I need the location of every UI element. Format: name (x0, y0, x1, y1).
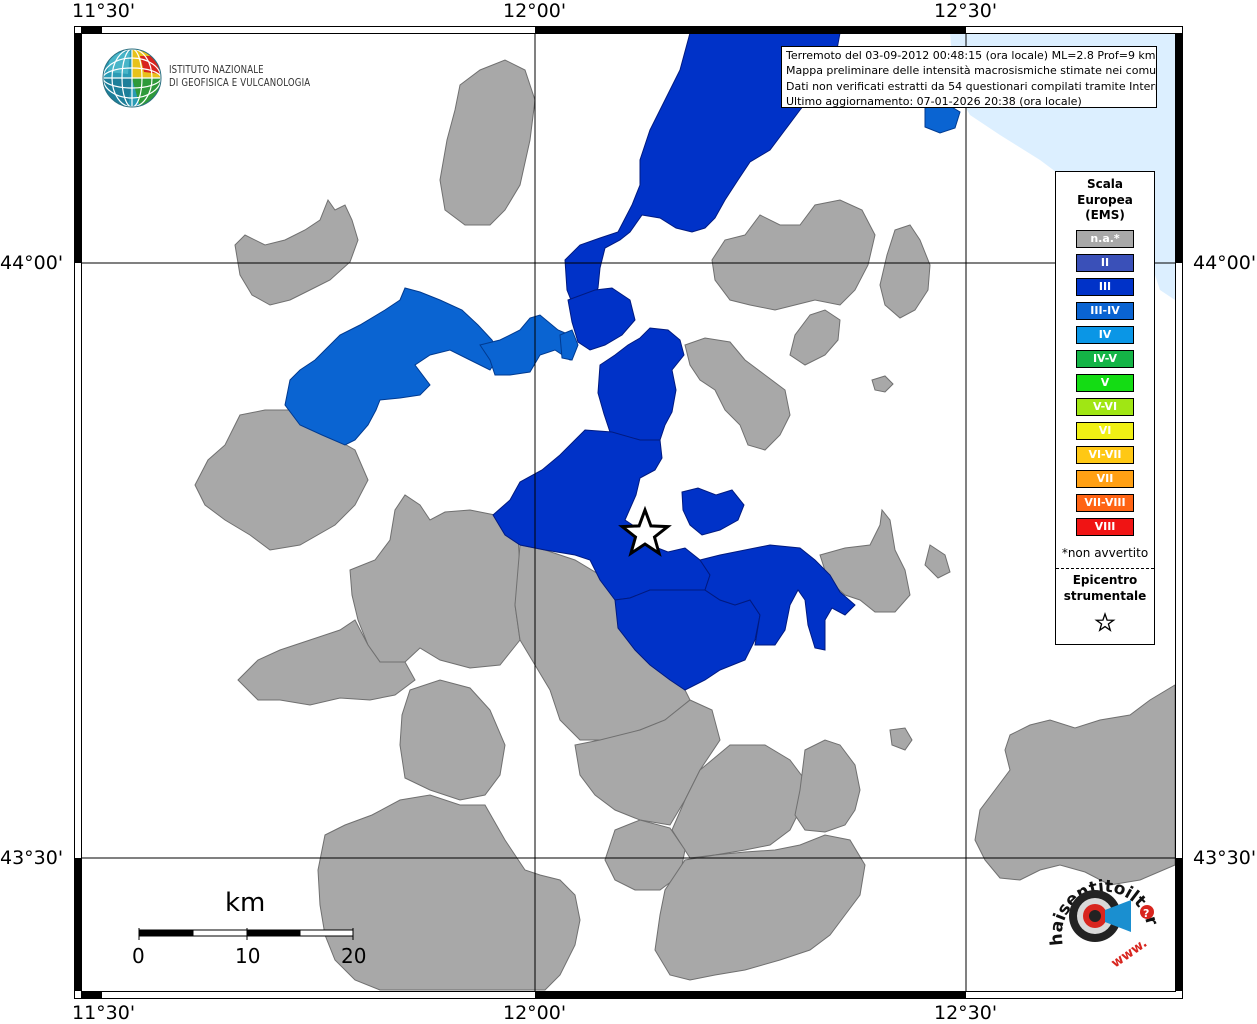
municipality-iii-iv (284, 287, 501, 446)
municipality-iii (567, 287, 636, 351)
event-info-line3: Dati non verificati estratti da 54 quest… (786, 79, 1157, 93)
lat-label-right-2: 43°30' (1193, 847, 1257, 869)
legend-swatch: VII-VIII (1076, 494, 1134, 512)
lon-label-bottom-1: 11°30' (72, 1002, 136, 1024)
legend-title-line3: (EMS) (1085, 208, 1125, 222)
ems-legend: Scala Europea (EMS) n.a.* II III III-IV IV IV… (1055, 171, 1155, 645)
legend-note: *non avvertito (1061, 546, 1149, 560)
lon-label-top-2: 12°00' (503, 0, 567, 22)
megaphone-icon (1105, 900, 1131, 932)
municipality-na (399, 679, 506, 801)
event-info-box: Terremoto del 03-09-2012 00:48:15 (ora l… (781, 46, 1157, 108)
scale-tick-0: 0 (132, 944, 145, 968)
haisentito-www: www. (1109, 936, 1150, 971)
legend-swatch: VI-VII (1076, 446, 1134, 464)
legend-swatch: VI (1076, 422, 1134, 440)
municipality-iii (597, 327, 685, 441)
epicenter-star (618, 505, 672, 557)
scale-unit: km (225, 888, 266, 918)
municipality-iii (614, 589, 761, 691)
municipality-iii-iv (559, 329, 579, 361)
legend-epicenter-line2: strumentale (1063, 588, 1147, 603)
haisentito-logo: haisentitoilterremoto.it ? www. (1026, 845, 1165, 984)
star-icon (1094, 612, 1116, 632)
municipality-na (879, 224, 931, 319)
legend-swatch: IV-V (1076, 350, 1134, 368)
legend-swatch: V-VI (1076, 398, 1134, 416)
scale-tick-10: 10 (235, 944, 261, 968)
legend-swatch: III (1076, 278, 1134, 296)
municipality-na (924, 544, 951, 579)
municipality-na (317, 794, 581, 991)
lat-label-right-1: 44°00' (1193, 252, 1257, 274)
municipality-na (684, 337, 791, 451)
scale-tick-20: 20 (341, 944, 367, 968)
lon-label-bottom-2: 12°00' (503, 1002, 567, 1024)
municipality-na (234, 198, 359, 306)
municipality-iii (564, 32, 841, 311)
legend-title-line2: Europea (1077, 192, 1133, 207)
legend-epicenter-line1: Epicentro (1072, 573, 1138, 587)
ingv-logo (100, 46, 164, 114)
legend-swatch: VII (1076, 470, 1134, 488)
municipality-na (789, 309, 841, 366)
event-info-line1: Terremoto del 03-09-2012 00:48:15 (ora l… (786, 49, 1156, 62)
legend-title-line1: Scala (1086, 177, 1124, 191)
municipality-na (237, 619, 416, 706)
municipality-na (871, 375, 894, 393)
lon-label-top-1: 11°30' (72, 0, 136, 22)
event-info-line2: Mappa preliminare delle intensità macros… (786, 64, 1157, 78)
municipality-na (889, 727, 913, 751)
legend-epicenter-label: Epicentro strumentale (1056, 573, 1154, 604)
legend-swatch: V (1076, 374, 1134, 392)
legend-swatch: III-IV (1076, 302, 1134, 320)
legend-title: Scala Europea (EMS) (1056, 177, 1154, 224)
municipality-iii (681, 487, 745, 536)
ingv-line1: ISTITUTO NAZIONALE (169, 63, 264, 76)
svg-text:?: ? (1143, 907, 1149, 920)
municipality-na (819, 508, 911, 613)
legend-swatch: n.a.* (1076, 230, 1134, 248)
municipality-na (439, 59, 536, 226)
legend-swatch: IV (1076, 326, 1134, 344)
scale-bar (138, 928, 354, 940)
ingv-line2: DI GEOFISICA E VULCANOLOGIA (169, 76, 311, 89)
lon-label-top-3: 12°30' (934, 0, 998, 22)
ingv-globe-icon (102, 48, 162, 108)
graticule (81, 33, 1175, 991)
lat-label-left-2: 43°30' (0, 847, 64, 869)
municipality-na (974, 684, 1176, 886)
legend-divider (1056, 568, 1154, 569)
frame-ticks (75, 27, 1182, 998)
municipality-iii (699, 544, 856, 651)
legend-swatch: VIII (1076, 518, 1134, 536)
event-info-line4: Ultimo aggiornamento: 07-01-2026 20:38 (… (786, 94, 1082, 108)
lat-label-left-1: 44°00' (0, 252, 64, 274)
lon-label-bottom-3: 12°30' (934, 1002, 998, 1024)
ingv-logo-text: ISTITUTO NAZIONALE DI GEOFISICA E VULCAN… (169, 63, 310, 89)
municipality-na (794, 739, 861, 833)
municipality-na (654, 834, 866, 981)
legend-swatch: II (1076, 254, 1134, 272)
